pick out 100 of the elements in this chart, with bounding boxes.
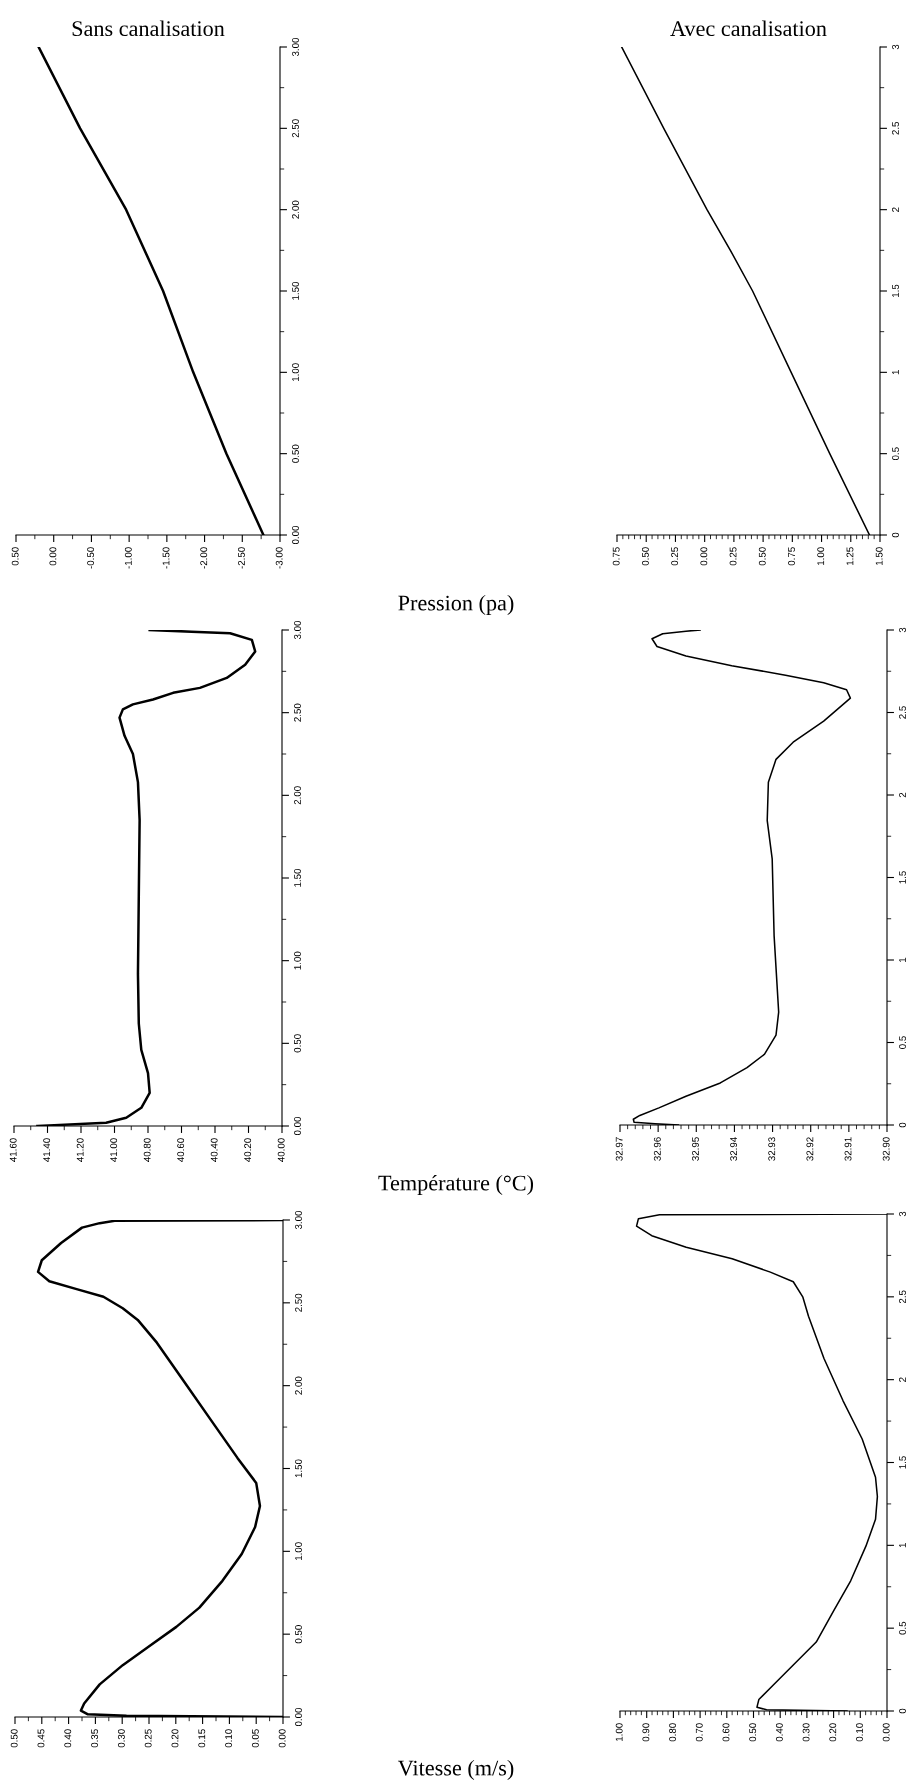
y-tick-label: 1.50 [295,1459,302,1478]
y-tick-label: 0.00 [294,1116,301,1136]
x-tick-label: 0.30 [117,1729,125,1748]
x-tick-label: 0.50 [758,547,766,566]
y-tick-label: 2.5 [892,121,899,135]
x-tick-label: 40.60 [177,1138,185,1162]
y-tick-label: 2.50 [292,119,299,138]
y-tick-label: 1.00 [292,363,299,382]
x-tick-label: 32.97 [615,1137,623,1161]
x-tick-label: 0.20 [829,1723,837,1742]
x-tick-label: 32.96 [653,1137,661,1161]
x-axis-title: Pression (pa) [398,594,514,616]
y-tick-label: 1.5 [899,871,906,884]
x-tick-label: 0.60 [722,1723,730,1742]
x-tick-label: 40.80 [143,1138,151,1162]
y-tick-label: 0 [899,1708,906,1714]
x-tick-label: 32.93 [768,1137,776,1161]
x-tick-label: 0.45 [37,1729,45,1748]
x-tick-label: 0.20 [171,1729,179,1748]
y-tick-label: 1 [899,957,906,962]
x-tick-label: 0.75 [612,547,620,566]
x-tick-label: 0.50 [10,1729,18,1748]
chart-title: Avec canalisation [670,20,827,37]
x-tick-label: 0.90 [642,1723,650,1742]
x-tick-label: 0.15 [198,1729,206,1748]
x-tick-label: 0.35 [91,1729,99,1748]
x-tick-label: 0.10 [225,1729,233,1748]
x-tick-label: 32.90 [882,1137,890,1161]
x-tick-label: 0.25 [671,547,679,566]
y-tick-label: 2 [892,207,899,212]
x-tick-label: 0.70 [695,1723,703,1742]
y-tick-label: 0.00 [295,1707,302,1727]
x-tick-label: 41.00 [110,1138,118,1162]
x-tick-label: 1.25 [846,547,854,565]
y-tick-label: 1.50 [294,868,301,887]
y-tick-label: 0.50 [295,1625,302,1644]
x-tick-label: -2.00 [200,547,208,569]
x-tick-label: 1.00 [817,547,825,565]
y-tick-label: 2.50 [294,703,301,722]
x-tick-label: 0.00 [278,1729,286,1748]
y-tick-label: 0.00 [292,525,299,545]
x-tick-label: 0.50 [641,547,649,566]
x-tick-label: 0.80 [669,1723,677,1742]
chart-title: Sans canalisation [72,20,225,37]
x-tick-label: 0.50 [11,547,19,566]
y-tick-label: 3 [899,627,906,633]
x-tick-label: 32.94 [730,1137,738,1161]
x-tick-label: 0.25 [144,1729,152,1748]
y-tick-label: 2.5 [899,706,906,719]
x-tick-label: -1.00 [124,547,132,569]
x-tick-label: 32.95 [692,1137,699,1161]
x-tick-label: -3.00 [275,547,283,569]
y-tick-label: 1.5 [892,284,899,298]
y-tick-label: 1.00 [295,1542,302,1561]
y-tick-label: 3.00 [292,37,299,57]
x-tick-label: 32.91 [844,1137,852,1161]
x-tick-label: -0.50 [87,547,95,569]
x-tick-label: 0.00 [49,547,57,566]
y-tick-label: 0.50 [294,1034,301,1053]
y-tick-label: 0.50 [292,444,299,463]
y-tick-label: 1.5 [899,1456,906,1469]
y-tick-label: 2 [899,792,906,798]
y-tick-label: 2.00 [292,200,299,219]
x-tick-label: 32.92 [806,1137,814,1161]
x-tick-label: 1.00 [615,1723,623,1741]
x-tick-label: 1.50 [875,547,883,565]
x-tick-label: 40.40 [210,1138,218,1162]
x-axis-title: Vitesse (m/s) [397,1759,514,1781]
x-tick-label: 0.10 [856,1723,863,1742]
x-tick-label: 0.30 [802,1723,810,1742]
y-tick-label: 1.50 [292,281,299,300]
x-tick-label: -2.50 [238,547,245,569]
y-tick-label: 0 [899,1122,906,1128]
y-tick-label: 0.5 [899,1036,906,1049]
x-tick-label: 0.40 [64,1729,72,1748]
y-tick-label: 3.00 [294,620,301,640]
x-tick-label: -1.50 [162,547,170,569]
x-tick-label: 0.05 [251,1729,259,1748]
y-tick-label: 1 [892,370,899,375]
x-tick-label: 41.40 [43,1138,51,1162]
y-tick-label: 2.5 [899,1290,906,1304]
x-tick-label: 0.75 [788,547,795,566]
y-tick-label: 3 [899,1211,906,1217]
x-tick-label: 0.25 [729,547,737,566]
y-tick-label: 3.00 [295,1210,302,1230]
y-tick-label: 1 [899,1543,906,1548]
x-axis-title: Température (°C) [378,1174,534,1196]
y-tick-label: 2.00 [295,1376,302,1395]
y-tick-label: 1.00 [294,951,301,970]
y-tick-label: 0.5 [899,1621,906,1635]
y-tick-label: 0.5 [892,447,899,461]
y-tick-label: 0 [892,532,899,538]
x-tick-label: 0.50 [749,1723,757,1742]
y-tick-label: 2.50 [295,1293,302,1312]
x-tick-label: 0.00 [700,547,708,566]
y-tick-label: 3 [892,44,899,50]
y-tick-label: 2.00 [294,786,301,805]
y-tick-label: 2 [899,1377,906,1382]
x-tick-label: 41.20 [76,1138,84,1162]
x-tick-label: 0.40 [775,1723,783,1742]
